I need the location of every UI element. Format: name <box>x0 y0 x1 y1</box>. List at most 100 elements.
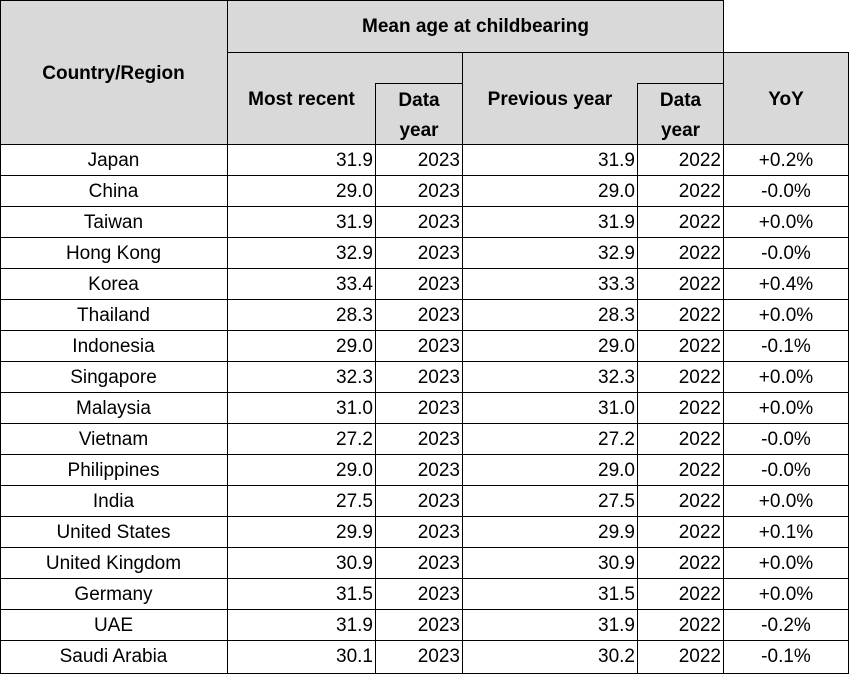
table-row: Malaysia 31.0 2023 31.0 2022 +0.0% <box>0 393 849 424</box>
most-recent-cell: 33.4 <box>336 274 373 295</box>
grid-vline <box>723 0 724 674</box>
recent-data-year-cell: 2023 <box>417 553 460 574</box>
yoy-cell: -0.1% <box>761 336 811 357</box>
previous-data-year-cell: 2022 <box>678 553 721 574</box>
grid-hline <box>0 206 849 207</box>
header-data-year-previous-line2: year <box>660 120 701 141</box>
most-recent-cell: 30.1 <box>336 646 373 667</box>
table-row: United States 29.9 2023 29.9 2022 +0.1% <box>0 517 849 548</box>
previous-data-year-cell: 2022 <box>678 181 721 202</box>
country-cell: Philippines <box>67 460 160 481</box>
grid-hline <box>0 144 849 145</box>
header-previous-year: Previous year <box>487 89 613 110</box>
previous-year-cell: 31.9 <box>598 150 635 171</box>
previous-data-year-cell: 2022 <box>678 522 721 543</box>
grid-hline <box>0 640 849 641</box>
table-row: United Kingdom 30.9 2023 30.9 2022 +0.0% <box>0 548 849 579</box>
most-recent-cell: 29.0 <box>336 181 373 202</box>
country-cell: Malaysia <box>76 398 151 419</box>
previous-data-year-cell: 2022 <box>678 336 721 357</box>
previous-data-year-cell: 2022 <box>678 429 721 450</box>
recent-data-year-cell: 2023 <box>417 584 460 605</box>
grid-hline <box>0 330 849 331</box>
previous-data-year-cell: 2022 <box>678 243 721 264</box>
previous-data-year-cell: 2022 <box>678 150 721 171</box>
yoy-cell: -0.0% <box>761 429 811 450</box>
previous-year-cell: 31.0 <box>598 398 635 419</box>
grid-hline <box>227 52 849 53</box>
previous-year-cell: 29.0 <box>598 181 635 202</box>
header-blank-corner <box>724 0 849 53</box>
grid-hline <box>0 268 849 269</box>
grid-vline <box>0 0 1 674</box>
country-cell: UAE <box>93 615 134 636</box>
previous-year-cell: 29.0 <box>598 460 635 481</box>
yoy-cell: -0.2% <box>761 615 811 636</box>
table-row: Saudi Arabia 30.1 2023 30.2 2022 -0.1% <box>0 641 849 672</box>
recent-data-year-cell: 2023 <box>417 150 460 171</box>
yoy-cell: -0.0% <box>761 181 811 202</box>
grid-hline <box>0 237 849 238</box>
header-data-year-previous-line1: Data <box>659 90 702 111</box>
yoy-cell: +0.0% <box>758 367 814 388</box>
yoy-cell: -0.0% <box>761 460 811 481</box>
grid-hline <box>375 83 463 84</box>
grid-hline <box>637 83 724 84</box>
most-recent-cell: 31.5 <box>336 584 373 605</box>
country-cell: United States <box>56 522 171 543</box>
country-cell: China <box>88 181 139 202</box>
grid-vline <box>637 83 638 674</box>
recent-data-year-cell: 2023 <box>417 367 460 388</box>
previous-data-year-cell: 2022 <box>678 460 721 481</box>
most-recent-cell: 28.3 <box>336 305 373 326</box>
table-row: UAE 31.9 2023 31.9 2022 -0.2% <box>0 610 849 641</box>
country-cell: Taiwan <box>83 212 144 233</box>
country-cell: Japan <box>87 150 140 171</box>
most-recent-cell: 27.2 <box>336 429 373 450</box>
table-row: Taiwan 31.9 2023 31.9 2022 +0.0% <box>0 207 849 238</box>
country-cell: Thailand <box>77 305 150 326</box>
grid-hline <box>0 392 849 393</box>
previous-year-cell: 30.2 <box>598 646 635 667</box>
country-cell: Vietnam <box>78 429 149 450</box>
table-row: Vietnam 27.2 2023 27.2 2022 -0.0% <box>0 424 849 455</box>
previous-year-cell: 28.3 <box>598 305 635 326</box>
header-data-year-recent-line2: year <box>399 120 439 141</box>
previous-year-cell: 33.3 <box>598 274 635 295</box>
table-row: China 29.0 2023 29.0 2022 -0.0% <box>0 176 849 207</box>
most-recent-cell: 29.9 <box>336 522 373 543</box>
grid-hline <box>0 578 849 579</box>
previous-data-year-cell: 2022 <box>678 646 721 667</box>
table-row: Singapore 32.3 2023 32.3 2022 +0.0% <box>0 362 849 393</box>
most-recent-cell: 31.9 <box>336 212 373 233</box>
previous-year-cell: 30.9 <box>598 553 635 574</box>
most-recent-cell: 29.0 <box>336 460 373 481</box>
recent-data-year-cell: 2023 <box>417 243 460 264</box>
grid-hline <box>0 547 849 548</box>
previous-year-cell: 27.5 <box>598 491 635 512</box>
country-cell: Saudi Arabia <box>59 646 168 667</box>
yoy-cell: -0.0% <box>761 243 811 264</box>
yoy-cell: +0.0% <box>758 305 814 326</box>
yoy-cell: +0.2% <box>758 150 814 171</box>
previous-data-year-cell: 2022 <box>678 212 721 233</box>
table-row: Thailand 28.3 2023 28.3 2022 +0.0% <box>0 300 849 331</box>
grid-hline <box>0 454 849 455</box>
yoy-cell: -0.1% <box>761 646 811 667</box>
yoy-cell: +0.4% <box>758 274 814 295</box>
recent-data-year-cell: 2023 <box>417 336 460 357</box>
previous-year-cell: 27.2 <box>598 429 635 450</box>
grid-hline <box>0 361 849 362</box>
grid-hline <box>0 175 849 176</box>
grid-hline <box>0 516 849 517</box>
header-data-year-recent-line1: Data <box>398 90 440 111</box>
previous-year-cell: 31.5 <box>598 584 635 605</box>
previous-data-year-cell: 2022 <box>678 305 721 326</box>
grid-vline <box>462 53 463 674</box>
country-cell: Indonesia <box>72 336 155 357</box>
yoy-cell: +0.1% <box>758 522 814 543</box>
recent-data-year-cell: 2023 <box>417 646 460 667</box>
table-row: Korea 33.4 2023 33.3 2022 +0.4% <box>0 269 849 300</box>
country-cell: Korea <box>88 274 139 295</box>
recent-data-year-cell: 2023 <box>417 460 460 481</box>
